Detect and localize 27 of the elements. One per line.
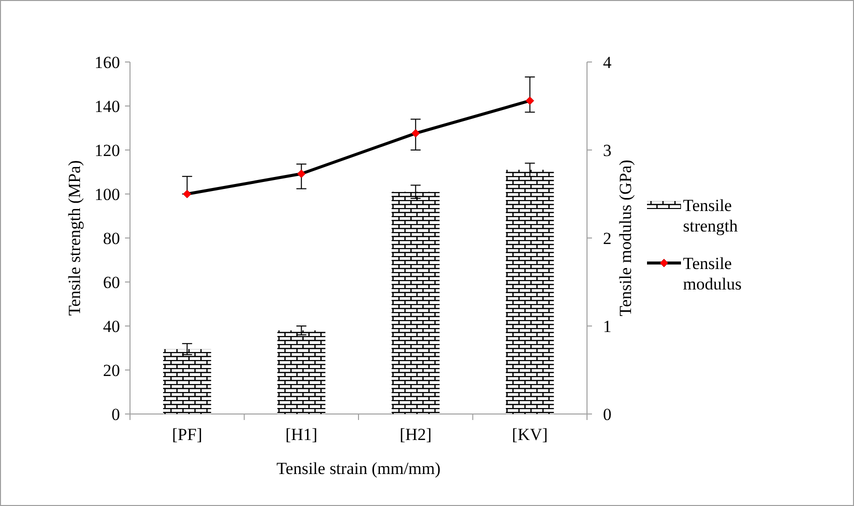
y2-tick-label: 3: [603, 140, 612, 160]
y2-axis-title: Tensile modulus (GPa): [616, 160, 635, 316]
legend-label: Tensile strength: [683, 196, 738, 236]
y-tick-label: 80: [103, 228, 120, 248]
y-tick-label: 40: [103, 316, 120, 336]
bar: [506, 170, 554, 414]
x-tick-label: [KV]: [512, 425, 548, 444]
x-tick-label: [PF]: [172, 425, 202, 444]
x-axis-title: Tensile strain (mm/mm): [276, 459, 441, 478]
x-tick-label: [H1]: [285, 425, 318, 444]
y-tick-label: 0: [112, 404, 120, 424]
y-tick-label: 140: [94, 96, 120, 116]
y-tick-label: 60: [103, 272, 120, 292]
y2-tick-label: 0: [603, 404, 612, 424]
y-tick-label: 100: [94, 184, 120, 204]
y-axis-title: Tensile strength (MPa): [65, 160, 84, 316]
y2-tick-label: 4: [603, 52, 612, 72]
y2-tick-label: 1: [603, 316, 612, 336]
y-tick-label: 160: [94, 52, 120, 72]
bar: [277, 330, 326, 414]
bar: [392, 192, 440, 414]
legend-label: Tensile modulus: [683, 254, 742, 294]
y-tick-label: 120: [94, 140, 120, 160]
bar: [163, 349, 212, 414]
x-tick-label: [H2]: [400, 425, 432, 444]
y-tick-label: 20: [103, 360, 120, 380]
y2-tick-label: 2: [603, 228, 612, 248]
